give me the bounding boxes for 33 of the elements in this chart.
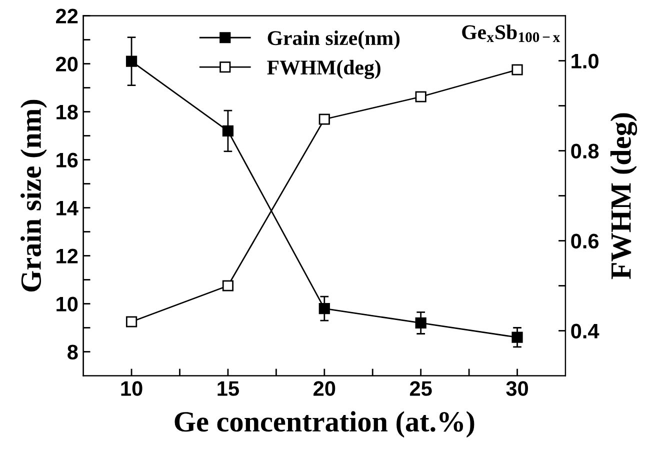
x-tick-label: 25 <box>410 381 432 396</box>
point <box>222 280 234 292</box>
y2-tick-label: 0.4 <box>571 324 600 339</box>
point <box>415 317 426 329</box>
point <box>126 316 138 328</box>
point <box>512 64 523 76</box>
point <box>318 114 330 125</box>
y-tick-label: 12 <box>56 248 78 264</box>
point <box>222 125 234 137</box>
legend-label: FWHM(deg) <box>267 60 380 79</box>
x-axis-title: Ge concentration (at.%) <box>174 411 474 438</box>
x-tick-label: 20 <box>314 381 336 396</box>
y2-axis-title: FWHM (deg) <box>610 113 638 280</box>
y-axis-title: Grain size (nm) <box>20 100 47 292</box>
y-tick-label: 10 <box>56 296 78 312</box>
y-tick-label: 22 <box>56 8 78 24</box>
x-tick-label: 30 <box>506 381 528 396</box>
x-tick-label: 10 <box>121 381 142 396</box>
y-tick-label: 16 <box>56 152 78 168</box>
annotation: Ge$_{x}$Sb$_{100−x}$ <box>462 24 560 42</box>
x-tick-label: 15 <box>218 381 239 396</box>
y-tick-label: 8 <box>68 344 78 360</box>
point <box>512 332 523 343</box>
y2-tick-label: 0.6 <box>571 234 599 249</box>
point <box>318 302 330 314</box>
point <box>415 91 426 102</box>
y2-tick-label: 0.8 <box>571 144 599 159</box>
y2-tick-label: 1.0 <box>572 54 598 69</box>
y-tick-label: 20 <box>56 56 78 72</box>
y-tick-label: 14 <box>56 200 78 216</box>
y-tick-label: 18 <box>56 104 78 120</box>
legend-label: Grain size(nm) <box>268 30 400 50</box>
point <box>126 56 138 67</box>
